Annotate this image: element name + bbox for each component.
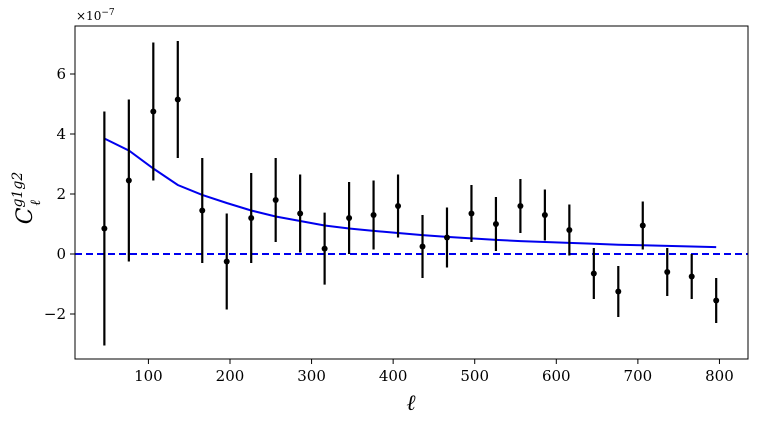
data-point (713, 297, 720, 304)
data-point (615, 288, 622, 295)
data-point (590, 270, 597, 277)
data-point (101, 225, 108, 232)
data-point (566, 227, 573, 233)
data-point (395, 203, 402, 209)
data-point (468, 210, 475, 217)
data-point (688, 273, 695, 280)
data-point (223, 258, 230, 265)
x-tick-label: 800 (705, 367, 734, 385)
y-scale-exponent: −7 (101, 8, 115, 18)
data-point (125, 177, 132, 184)
y-label-superscript: g1g2 (10, 172, 26, 208)
data-point (150, 108, 157, 115)
plot-layer (75, 41, 748, 346)
x-tick-label: 200 (216, 367, 245, 385)
y-label-main: C (13, 207, 38, 224)
y-tick-label: 0 (56, 245, 66, 263)
model-curve (103, 137, 717, 249)
y-axis-label: Cg1g2 ℓ (10, 172, 44, 225)
x-axis-label: ℓ (406, 391, 416, 416)
data-point (370, 212, 377, 218)
data-point (248, 215, 255, 221)
data-point (321, 245, 328, 252)
data-point (419, 243, 426, 250)
y-tick-label: 2 (56, 185, 66, 203)
x-tick-label: 600 (542, 367, 571, 385)
y-tick-label: 6 (56, 65, 66, 83)
x-tick-label: 100 (134, 367, 163, 385)
x-tick-label: 300 (297, 367, 326, 385)
data-point (199, 207, 206, 214)
y-scale-factor: ×10−7 (76, 8, 115, 23)
y-scale-base: ×10 (76, 9, 101, 23)
y-tick-label: 4 (56, 125, 66, 143)
x-tick-label: 700 (624, 367, 653, 385)
data-point (492, 221, 499, 227)
data-point (664, 269, 671, 275)
data-point (541, 212, 548, 218)
x-tick-label: 400 (379, 367, 408, 385)
data-point (346, 215, 353, 221)
data-point (443, 234, 450, 241)
x-axis: 100 200 300 400 500 600 700 800 (134, 359, 734, 385)
data-point (297, 210, 304, 217)
data-point (639, 222, 646, 229)
x-tick-label: 500 (460, 367, 489, 385)
y-axis: −2 0 2 4 6 (44, 65, 75, 323)
data-point (272, 197, 279, 203)
data-point (517, 203, 524, 209)
data-point (174, 96, 181, 103)
plot-frame (74, 25, 749, 360)
y-label-subscript: ℓ (28, 200, 44, 206)
y-tick-label: −2 (44, 305, 66, 323)
